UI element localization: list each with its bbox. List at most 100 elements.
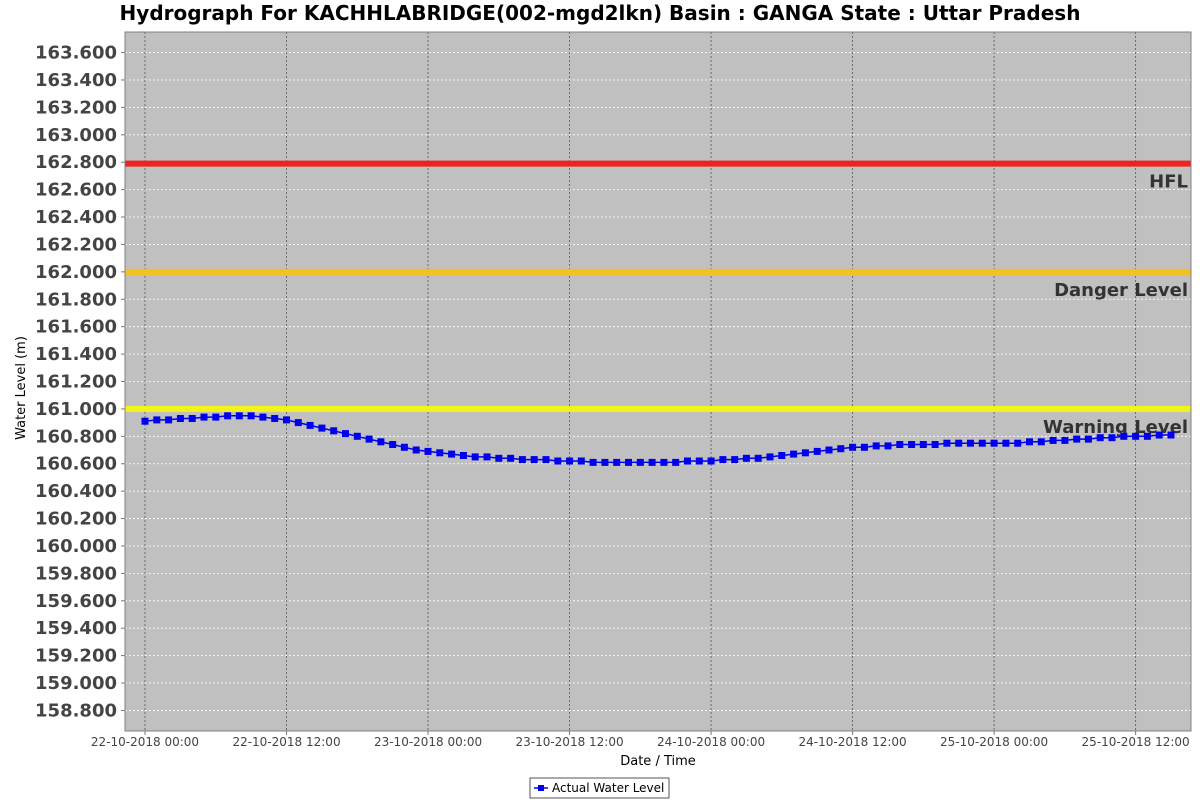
- data-point: [200, 413, 208, 421]
- y-tick-label: 158.800: [35, 700, 117, 721]
- data-point: [483, 453, 491, 461]
- y-tick-label: 161.000: [35, 399, 117, 420]
- data-point: [471, 453, 479, 461]
- warning-level-label: Warning Level: [1043, 417, 1188, 438]
- data-point: [353, 432, 361, 440]
- data-point: [389, 441, 397, 448]
- y-tick-label: 159.200: [35, 646, 117, 667]
- data-point: [459, 452, 467, 459]
- data-point: [778, 452, 786, 459]
- data-point: [318, 424, 326, 432]
- data-point: [1002, 439, 1010, 447]
- data-point: [212, 413, 220, 421]
- data-point: [719, 456, 727, 464]
- y-tick-label: 163.000: [35, 125, 117, 146]
- data-point: [625, 458, 632, 466]
- data-point: [943, 439, 951, 447]
- data-point: [801, 449, 809, 457]
- hfl-label: HFL: [1149, 172, 1188, 193]
- data-point: [601, 458, 609, 466]
- data-point: [495, 454, 503, 462]
- y-tick-label: 159.600: [35, 591, 117, 612]
- data-point: [271, 415, 279, 422]
- data-point: [377, 438, 385, 446]
- data-point: [931, 441, 939, 448]
- data-point: [978, 439, 986, 447]
- y-tick-label: 160.800: [35, 426, 117, 447]
- data-point: [1037, 438, 1045, 446]
- y-tick-label: 160.000: [35, 536, 117, 557]
- data-point: [1026, 438, 1033, 446]
- data-point: [412, 446, 420, 454]
- grid-lines: [125, 32, 1191, 731]
- y-tick-label: 160.600: [35, 454, 117, 475]
- danger-level-label: Danger Level: [1054, 280, 1188, 301]
- data-point: [860, 443, 868, 451]
- x-tick-label: 24-10-2018 12:00: [799, 735, 907, 749]
- y-tick-label: 162.000: [35, 262, 117, 283]
- y-tick-label: 159.800: [35, 563, 117, 584]
- data-point: [165, 416, 173, 424]
- legend-label: Actual Water Level: [552, 781, 664, 795]
- x-axis-ticks: 22-10-2018 00:00 22-10-2018 12:00 23-10-20…: [91, 731, 1190, 749]
- y-tick-label: 160.200: [35, 509, 117, 530]
- legend-box: [529, 777, 670, 799]
- y-tick-label: 163.200: [35, 97, 117, 118]
- data-point: [813, 447, 821, 455]
- data-point: [872, 442, 880, 450]
- x-tick-label: 22-10-2018 12:00: [232, 735, 340, 749]
- y-tick-label: 161.800: [35, 289, 117, 310]
- data-point: [507, 454, 515, 462]
- legend: Actual Water Level: [529, 777, 670, 799]
- y-tick-label: 161.600: [35, 317, 117, 338]
- x-tick-label: 25-10-2018 12:00: [1082, 735, 1190, 749]
- data-point: [1061, 436, 1069, 444]
- chart-title: Hydrograph For KACHHLABRIDGE(002-mgd2lkn…: [120, 1, 1081, 25]
- series-actual-water-level: [141, 412, 1175, 466]
- y-tick-label: 161.400: [35, 344, 117, 365]
- data-point: [766, 453, 774, 461]
- data-point: [731, 456, 739, 464]
- data-point: [1120, 432, 1128, 440]
- x-tick-label: 23-10-2018 00:00: [374, 735, 482, 749]
- data-point: [648, 458, 656, 466]
- x-tick-label: 22-10-2018 00:00: [91, 735, 199, 749]
- series-line: [144, 415, 1171, 464]
- y-tick-label: 163.400: [35, 70, 117, 91]
- data-point: [1014, 439, 1022, 447]
- x-axis-label: Date / Time: [620, 754, 696, 769]
- data-point: [518, 456, 526, 464]
- x-tick-label: 24-10-2018 00:00: [657, 735, 765, 749]
- y-tick-label: 160.400: [35, 481, 117, 502]
- data-point: [1155, 431, 1163, 439]
- data-point: [1049, 436, 1057, 444]
- data-point: [825, 446, 833, 454]
- y-tick-label: 159.400: [35, 618, 117, 639]
- data-point: [672, 458, 680, 466]
- data-point: [188, 415, 196, 422]
- data-point: [424, 447, 432, 455]
- y-tick-label: 162.800: [35, 152, 117, 173]
- data-point: [837, 445, 845, 453]
- y-tick-label: 162.600: [35, 180, 117, 201]
- data-point: [530, 456, 538, 464]
- data-point: [742, 454, 750, 462]
- data-point: [908, 441, 916, 448]
- data-point: [176, 415, 184, 422]
- data-point: [896, 441, 904, 448]
- data-point: [613, 458, 621, 466]
- data-point: [955, 439, 963, 447]
- reference-lines: HFL Danger Level Warning Level: [125, 160, 1191, 438]
- data-point: [1108, 434, 1116, 442]
- data-point: [1132, 432, 1140, 440]
- y-tick-label: 162.400: [35, 207, 117, 228]
- data-point: [884, 442, 892, 450]
- data-point: [554, 457, 562, 465]
- data-point: [306, 421, 314, 429]
- data-point: [235, 412, 243, 420]
- data-point: [1167, 431, 1175, 439]
- y-tick-label: 161.200: [35, 372, 117, 393]
- data-point: [919, 441, 927, 448]
- data-point: [1096, 434, 1104, 442]
- data-point: [224, 412, 232, 420]
